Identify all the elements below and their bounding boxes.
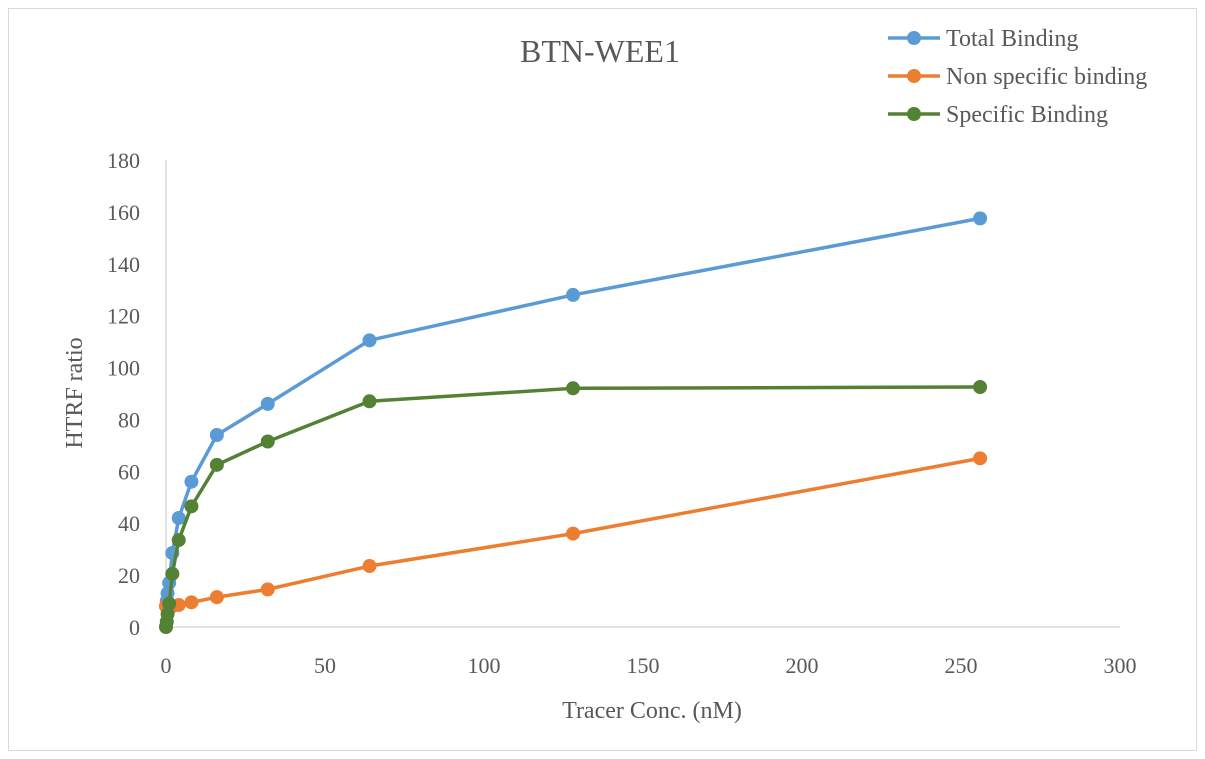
legend-label: Total Binding (946, 26, 1078, 52)
y-tick-label: 120 (107, 304, 140, 329)
data-point (162, 596, 177, 611)
y-tick-label: 140 (107, 252, 140, 277)
data-point (362, 394, 377, 409)
data-point (184, 595, 199, 610)
y-tick-label: 20 (118, 563, 140, 588)
legend-item: Non specific binding (888, 64, 1147, 90)
legend-swatch-marker (907, 69, 921, 83)
series-specific-binding (159, 380, 988, 634)
data-point (171, 533, 186, 548)
data-point (184, 499, 199, 514)
y-axis-title: HTRF ratio (62, 337, 88, 448)
y-tick-label: 160 (107, 200, 140, 225)
data-point (260, 582, 275, 597)
y-tick-label: 40 (118, 511, 140, 536)
data-point (260, 434, 275, 449)
data-point (973, 211, 988, 226)
x-tick-label: 300 (1104, 653, 1137, 678)
legend-label: Non specific binding (946, 64, 1147, 90)
axes (165, 160, 1120, 628)
y-tick-label: 100 (107, 356, 140, 381)
x-tick-label: 250 (945, 653, 978, 678)
data-point (973, 451, 988, 466)
series-total-binding (159, 211, 988, 614)
series-line (164, 385, 982, 629)
legend-item: Total Binding (888, 26, 1078, 52)
x-tick-label: 50 (314, 653, 336, 678)
series-non-specific-binding (159, 451, 988, 614)
legend-item: Specific Binding (888, 102, 1108, 128)
data-point (160, 607, 175, 622)
data-point (209, 457, 224, 472)
x-tick-label: 0 (161, 653, 172, 678)
data-point (362, 333, 377, 348)
data-point (566, 287, 581, 302)
x-tick-label: 100 (468, 653, 501, 678)
legend-swatch-marker (907, 31, 921, 45)
data-point (566, 526, 581, 541)
legend-label: Specific Binding (946, 102, 1108, 128)
x-tick-label: 200 (786, 653, 819, 678)
legend-swatch-marker (907, 107, 921, 121)
data-point (209, 428, 224, 443)
data-point (566, 381, 581, 396)
y-tick-label: 0 (129, 615, 140, 640)
data-point (973, 380, 988, 395)
x-axis-title: Tracer Conc. (nM) (562, 698, 742, 724)
legend: Total Binding Non specific binding Specifi… (888, 26, 1147, 128)
x-tick-label: 150 (627, 653, 660, 678)
series-layer (159, 211, 988, 634)
data-point (184, 474, 199, 489)
data-point (165, 566, 180, 581)
y-tick-labels: 0 20 40 60 80 100 120 140 160 180 (107, 148, 140, 640)
y-tick-label: 80 (118, 407, 140, 432)
data-point (171, 511, 186, 526)
chart-title: BTN-WEE1 (520, 33, 680, 69)
data-point (209, 590, 224, 605)
y-tick-label: 60 (118, 459, 140, 484)
series-line (164, 216, 982, 608)
data-point (362, 559, 377, 574)
x-tick-labels: 0 50 100 150 200 250 300 (161, 653, 1137, 678)
y-tick-label: 180 (107, 148, 140, 173)
data-point (260, 396, 275, 411)
